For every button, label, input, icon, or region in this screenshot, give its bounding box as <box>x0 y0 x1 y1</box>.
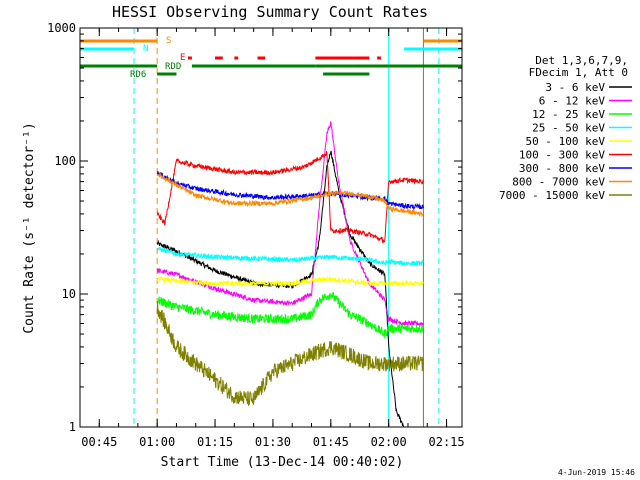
series-line-2 <box>156 291 424 339</box>
y-tick-label-3: 1000 <box>47 21 76 35</box>
legend-label-4: 50 - 100 keV <box>526 135 606 148</box>
axes: 00:45 01:00 01:15 01:30 01:45 02:00 02:15 1 10 10… <box>47 21 465 449</box>
series-line-0 <box>156 150 405 427</box>
y-tick-label-2: 100 <box>54 154 76 168</box>
x-tick-label-4: 01:45 <box>313 435 349 449</box>
x-tick-label-3: 01:30 <box>255 435 291 449</box>
legend-header-0: Det 1,3,6,7,9, <box>535 54 628 67</box>
legend-label-5: 100 - 300 keV <box>519 149 605 162</box>
x-tick-label-6: 02:15 <box>429 435 465 449</box>
series-line-3 <box>156 245 424 267</box>
series-line-7 <box>156 172 424 218</box>
flag-label-s: S <box>166 36 171 46</box>
series-line-4 <box>156 275 424 288</box>
legend: Det 1,3,6,7,9,FDecim 1, Att 0 3 - 6 keV6 … <box>499 54 632 202</box>
series-line-1 <box>156 121 424 327</box>
legend-label-6: 300 - 800 keV <box>519 162 605 175</box>
x-tick-label-2: 01:15 <box>197 435 233 449</box>
legend-label-0: 3 - 6 keV <box>545 81 605 94</box>
y-tick-label-0: 1 <box>69 420 76 434</box>
legend-label-7: 800 - 7000 keV <box>512 176 605 189</box>
series-line-5 <box>156 150 424 244</box>
legend-header-1: FDecim 1, Att 0 <box>529 66 628 79</box>
y-tick-label-1: 10 <box>62 287 76 301</box>
flag-label-rdd: RDD <box>165 62 181 72</box>
x-tick-label-1: 01:00 <box>139 435 175 449</box>
flag-label-rd6: RD6 <box>130 70 146 80</box>
legend-label-1: 6 - 12 keV <box>539 95 606 108</box>
series-line-8 <box>156 301 424 406</box>
flag-label-e: E <box>180 53 185 63</box>
x-tick-label-5: 02:00 <box>371 435 407 449</box>
series-lines <box>156 121 424 427</box>
y-axis-label: Count Rate (s⁻¹ detector⁻¹) <box>22 122 37 333</box>
plot-frame <box>79 27 463 428</box>
flag-label-n: N <box>143 44 148 54</box>
series-line-6 <box>156 170 424 211</box>
footer-timestamp: 4-Jun-2019 15:46 <box>558 468 635 477</box>
chart-title: HESSI Observing Summary Count Rates <box>112 3 428 21</box>
legend-label-3: 25 - 50 keV <box>532 122 605 135</box>
x-axis-label: Start Time (13-Dec-14 00:40:02) <box>161 455 404 470</box>
legend-label-8: 7000 - 15000 keV <box>499 189 605 202</box>
legend-label-2: 12 - 25 keV <box>532 108 605 121</box>
x-tick-label-0: 00:45 <box>81 435 117 449</box>
